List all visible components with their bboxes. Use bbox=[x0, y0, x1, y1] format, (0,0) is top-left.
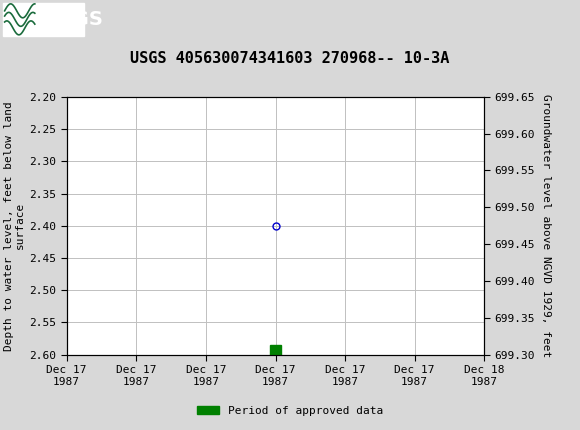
Y-axis label: Groundwater level above NGVD 1929, feet: Groundwater level above NGVD 1929, feet bbox=[541, 94, 551, 357]
Y-axis label: Depth to water level, feet below land
surface: Depth to water level, feet below land su… bbox=[3, 101, 25, 350]
Text: USGS: USGS bbox=[44, 10, 103, 29]
Legend: Period of approved data: Period of approved data bbox=[193, 401, 387, 420]
Bar bbox=[270, 345, 281, 355]
FancyBboxPatch shape bbox=[3, 3, 84, 36]
Text: USGS 405630074341603 270968-- 10-3A: USGS 405630074341603 270968-- 10-3A bbox=[130, 51, 450, 65]
